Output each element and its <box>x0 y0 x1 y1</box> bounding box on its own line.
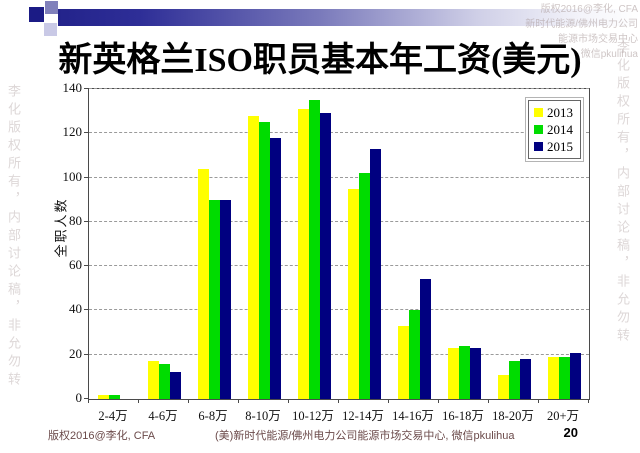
bar-2015 <box>569 352 581 399</box>
bar-2015 <box>369 148 381 399</box>
gridline <box>89 265 589 267</box>
bar-2014 <box>208 199 220 399</box>
bar-2013 <box>97 394 109 399</box>
x-tick-label: 20+万 <box>546 409 580 423</box>
bar-2015 <box>269 137 281 399</box>
bar-2014 <box>358 173 370 399</box>
y-tick-mark <box>84 265 88 267</box>
x-tick-mark <box>588 399 589 403</box>
bar-2014 <box>158 363 170 399</box>
bar-2015 <box>419 279 431 399</box>
y-tick-mark <box>84 398 88 399</box>
gridline <box>89 176 589 178</box>
gridline <box>89 353 589 355</box>
legend-item: 2013 <box>534 104 573 121</box>
bar-2014 <box>258 122 270 399</box>
bar-2013 <box>547 356 559 399</box>
footer-affiliation: (美)新时代能源/佛州电力公司能源市场交易中心, 微信pkulihua <box>215 430 515 442</box>
bar-2015 <box>469 348 481 399</box>
y-tick-mark <box>84 132 88 134</box>
bar-2013 <box>247 115 259 399</box>
bar-2014 <box>458 345 470 399</box>
gridline <box>89 88 589 89</box>
bar-2013 <box>197 168 209 399</box>
x-tick-label: 16-18万 <box>442 409 484 423</box>
legend-item: 2015 <box>534 138 573 155</box>
y-tick-label: 40 <box>69 301 82 317</box>
y-tick-label: 0 <box>75 390 83 405</box>
bar-2014 <box>408 310 420 399</box>
x-tick-label: 10-12万 <box>292 409 334 423</box>
x-tick-label: 6-8万 <box>198 409 228 423</box>
x-tick-mark <box>88 399 89 403</box>
x-tick-mark <box>288 399 289 403</box>
bar-2013 <box>397 325 409 399</box>
bar-2015 <box>219 199 231 399</box>
x-tick-label: 18-20万 <box>492 409 534 423</box>
bar-2014 <box>508 361 520 399</box>
y-tick-mark <box>84 88 88 89</box>
x-tick-mark <box>188 399 189 403</box>
legend-swatch-icon <box>534 108 543 117</box>
plot-area: 2013 2014 2015 <box>88 88 590 400</box>
x-tick-mark <box>138 399 139 403</box>
legend-label: 2014 <box>547 122 573 137</box>
gridline <box>89 220 589 222</box>
y-tick-label: 100 <box>62 168 83 184</box>
deco-square-navy <box>29 7 44 22</box>
deco-square-slate <box>45 1 58 14</box>
chart-legend: 2013 2014 2015 <box>528 100 581 159</box>
y-tick-mark <box>84 309 88 311</box>
x-tick-mark <box>438 399 439 403</box>
y-tick-label: 80 <box>69 212 82 228</box>
x-tick-label: 4-6万 <box>148 409 178 423</box>
legend-swatch-icon <box>534 125 543 134</box>
bar-2014 <box>108 394 120 399</box>
x-tick-mark <box>238 399 239 403</box>
bar-2013 <box>347 188 359 399</box>
y-tick-label: 60 <box>69 257 82 273</box>
bar-2015 <box>519 359 531 399</box>
legend-label: 2013 <box>547 105 573 120</box>
bar-2014 <box>308 100 320 399</box>
bar-2015 <box>319 113 331 399</box>
y-tick-label: 20 <box>69 345 82 361</box>
x-tick-label: 2-4万 <box>98 409 128 423</box>
gridline <box>89 309 589 311</box>
y-tick-mark <box>84 353 88 355</box>
x-tick-mark <box>338 399 339 403</box>
x-tick-mark <box>488 399 489 403</box>
y-tick-label: 120 <box>62 124 83 140</box>
header-gradient-bar <box>58 9 640 26</box>
y-tick-mark <box>84 220 88 222</box>
bar-2014 <box>558 356 570 399</box>
footer-copyright: 版权2016@李化, CFA <box>48 430 156 442</box>
bar-2013 <box>497 374 509 399</box>
x-tick-mark <box>388 399 389 403</box>
bar-2013 <box>147 361 159 399</box>
gridline <box>89 132 589 134</box>
slide-title: 新英格兰ISO职员基本年工资(美元) <box>58 42 582 79</box>
x-tick-label: 8-10万 <box>245 409 281 423</box>
x-tick-mark <box>538 399 539 403</box>
x-tick-label: 12-14万 <box>342 409 384 423</box>
bar-2013 <box>447 348 459 399</box>
bar-2015 <box>169 372 181 399</box>
deco-square-lavender <box>44 23 57 36</box>
y-tick-mark <box>84 176 88 178</box>
legend-item: 2014 <box>534 121 573 138</box>
bar-2013 <box>297 108 309 399</box>
legend-label: 2015 <box>547 139 573 154</box>
page-number: 20 <box>563 425 578 440</box>
x-tick-label: 14-16万 <box>392 409 434 423</box>
legend-swatch-icon <box>534 142 543 151</box>
y-tick-label: 140 <box>62 80 83 95</box>
